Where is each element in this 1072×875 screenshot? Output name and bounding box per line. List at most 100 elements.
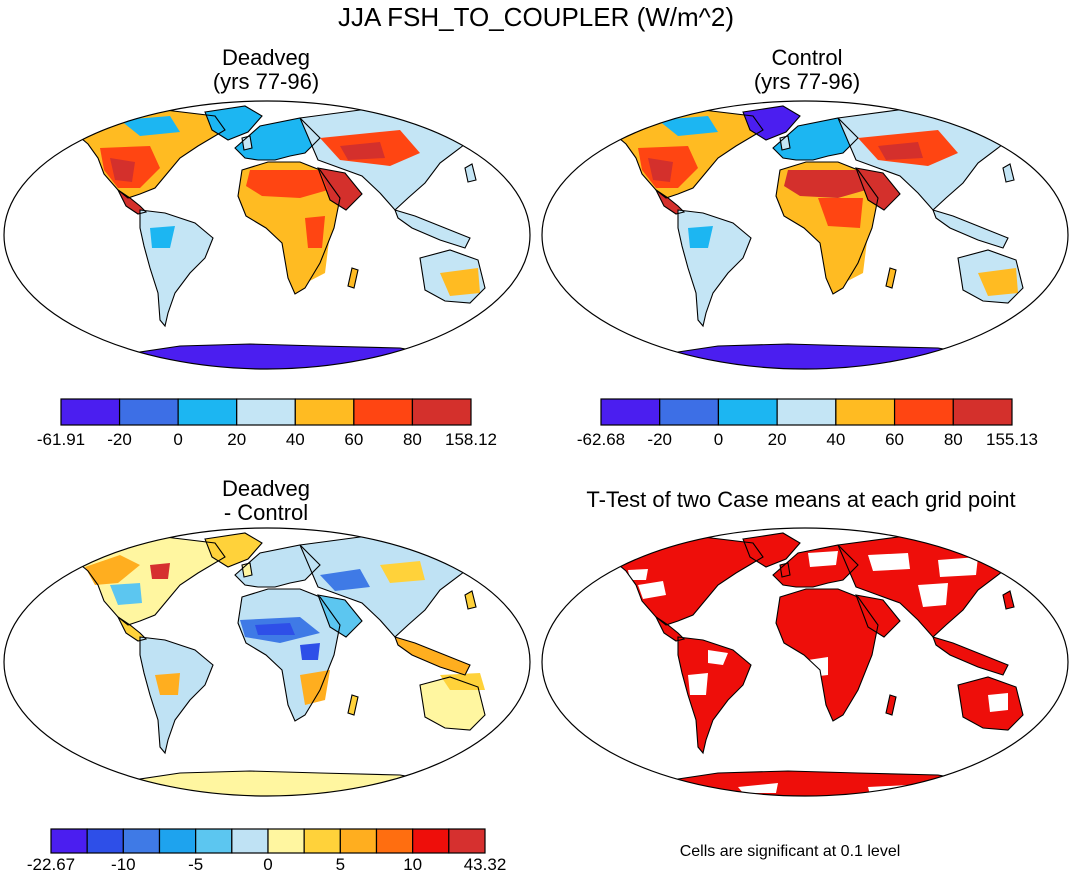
map-control-region-9 (978, 268, 1018, 296)
colorbar-difference-box-1 (86, 828, 124, 854)
map-difference-japan (465, 591, 476, 609)
map-control-land (611, 105, 1047, 369)
map-deadveg-japan-coastline (464, 163, 477, 183)
colorbar-difference-label-6: 43.32 (463, 855, 507, 874)
colorbar-difference-box-4 (195, 828, 233, 854)
map-difference-region-10 (155, 673, 180, 695)
colorbar-deadveg-box-1 (118, 398, 179, 426)
map-deadveg-seasia (395, 210, 470, 248)
map-difference-region-7 (300, 670, 330, 705)
colorbar-deadveg-label-5: 60 (344, 430, 364, 449)
colorbar-control-box-5 (893, 398, 954, 426)
map-ttest-arabia (856, 595, 900, 637)
map-deadveg-australia-coastline (419, 249, 486, 304)
map-control-europe (773, 118, 858, 160)
map-deadveg-madagascar-coastline (347, 267, 359, 289)
map-control-japan (1003, 164, 1014, 182)
colorbar-deadveg-label-1: -20 (107, 430, 132, 449)
colorbar-control-box-6 (952, 398, 1013, 426)
colorbar-deadveg-labels: -61.91 -20 0 20 40 60 80 158.12 (37, 430, 497, 450)
map-ttest-camerica-coastline (654, 615, 686, 642)
map-difference-region-6 (380, 561, 425, 583)
map-ttest-seasia (933, 637, 1008, 675)
colorbar-difference-box-8 (339, 828, 378, 854)
map-control-region-3 (784, 170, 866, 198)
map-difference-seasia (395, 637, 470, 675)
map-ttest-japan (1003, 591, 1014, 609)
map-deadveg-nz-coastline (495, 305, 509, 324)
panel-title-deadveg-line1: Deadveg (221, 45, 311, 70)
colorbar-deadveg (60, 398, 472, 426)
map-deadveg-africa-coastline (237, 161, 341, 295)
map-control-region-8 (688, 226, 713, 248)
map-deadveg-arabia-coastline (317, 167, 363, 211)
map-control (541, 100, 1069, 370)
map-difference-europe (235, 545, 320, 587)
colorbar-difference (50, 828, 486, 854)
map-difference-arabia-coastline (317, 594, 363, 638)
colorbar-deadveg-label-3: 20 (227, 430, 247, 449)
colorbar-control-label-5: 60 (885, 430, 905, 449)
map-ttest-australia-coastline (957, 676, 1024, 731)
map-deadveg-region-1 (110, 158, 135, 182)
map-deadveg-uk-coastline (241, 135, 253, 151)
map-ttest-region-1 (628, 569, 648, 580)
map-ttest-region-4 (808, 551, 838, 567)
map-ttest-seasia-coastline (932, 636, 1009, 676)
colorbar-control-box-1 (659, 398, 720, 426)
map-difference-samerica-coastline (139, 636, 214, 755)
map-ttest-namerica-coastline (611, 536, 764, 626)
map-difference-greenland-coastline (204, 532, 263, 568)
map-deadveg-namerica-coastline (73, 109, 226, 199)
map-difference-region-8 (300, 643, 320, 660)
map-control-region-7 (828, 233, 868, 286)
map-difference-land (73, 532, 509, 796)
map-control-arabia (856, 168, 900, 210)
map-control-africa-coastline (775, 161, 879, 295)
map-difference-namerica-coastline (73, 536, 226, 626)
colorbar-control-box-3 (776, 398, 837, 426)
colorbar-difference-label-4: 5 (335, 855, 346, 874)
colorbar-difference-box-10 (412, 828, 450, 854)
colorbar-control-box-0 (600, 398, 661, 426)
map-deadveg-border (3, 100, 531, 370)
map-control-nz-coastline (1033, 305, 1047, 324)
colorbar-control-label-0: -62.68 (576, 430, 626, 449)
map-ttest-arabia-coastline (855, 594, 901, 638)
panel-title-control: Control (yrs 77-96) (657, 46, 957, 94)
colorbar-difference-box-0 (50, 828, 88, 854)
map-difference-border (3, 527, 531, 797)
panel-title-difference-line1: Deadveg (221, 476, 311, 501)
map-control-japan-coastline (1002, 163, 1015, 183)
map-difference-japan-coastline (464, 590, 477, 610)
map-ttest-japan-coastline (1002, 590, 1015, 610)
colorbar-control-label-2: 0 (713, 430, 724, 449)
colorbar-control-box-4 (835, 398, 896, 426)
panel-title-deadveg: Deadveg (yrs 77-96) (116, 46, 416, 94)
figure-title: JJA FSH_TO_COUPLER (W/m^2) (337, 2, 734, 32)
map-deadveg (3, 100, 531, 370)
colorbar-deadveg-box-6 (411, 398, 472, 426)
colorbar-deadveg-label-2: 0 (173, 430, 183, 449)
map-difference-region-0 (85, 555, 140, 585)
map-ttest (541, 527, 1069, 797)
colorbar-control-label-3: 20 (767, 430, 787, 449)
map-control-australia-coastline (957, 249, 1024, 304)
map-ttest-region-10 (738, 783, 778, 793)
map-deadveg-arabia (318, 168, 362, 210)
map-difference-europe-coastline (234, 544, 321, 588)
map-difference-nz-coastline (495, 732, 509, 751)
map-difference-arabia (318, 595, 362, 637)
map-control-border (541, 100, 1069, 370)
map-deadveg-land (73, 105, 509, 369)
map-difference-region-2 (110, 583, 142, 605)
colorbar-control-box-2 (717, 398, 778, 426)
significance-note: Cells are significant at 0.1 level (679, 843, 901, 860)
colorbar-deadveg-label-7: 158.12 (445, 430, 497, 449)
map-control-madagascar (886, 268, 896, 288)
map-deadveg-samerica (140, 210, 213, 326)
map-deadveg-region-7 (150, 226, 175, 248)
map-control-greenland-coastline (742, 105, 801, 141)
colorbar-difference-label-3: 0 (263, 855, 273, 874)
map-difference-asia (300, 537, 475, 637)
